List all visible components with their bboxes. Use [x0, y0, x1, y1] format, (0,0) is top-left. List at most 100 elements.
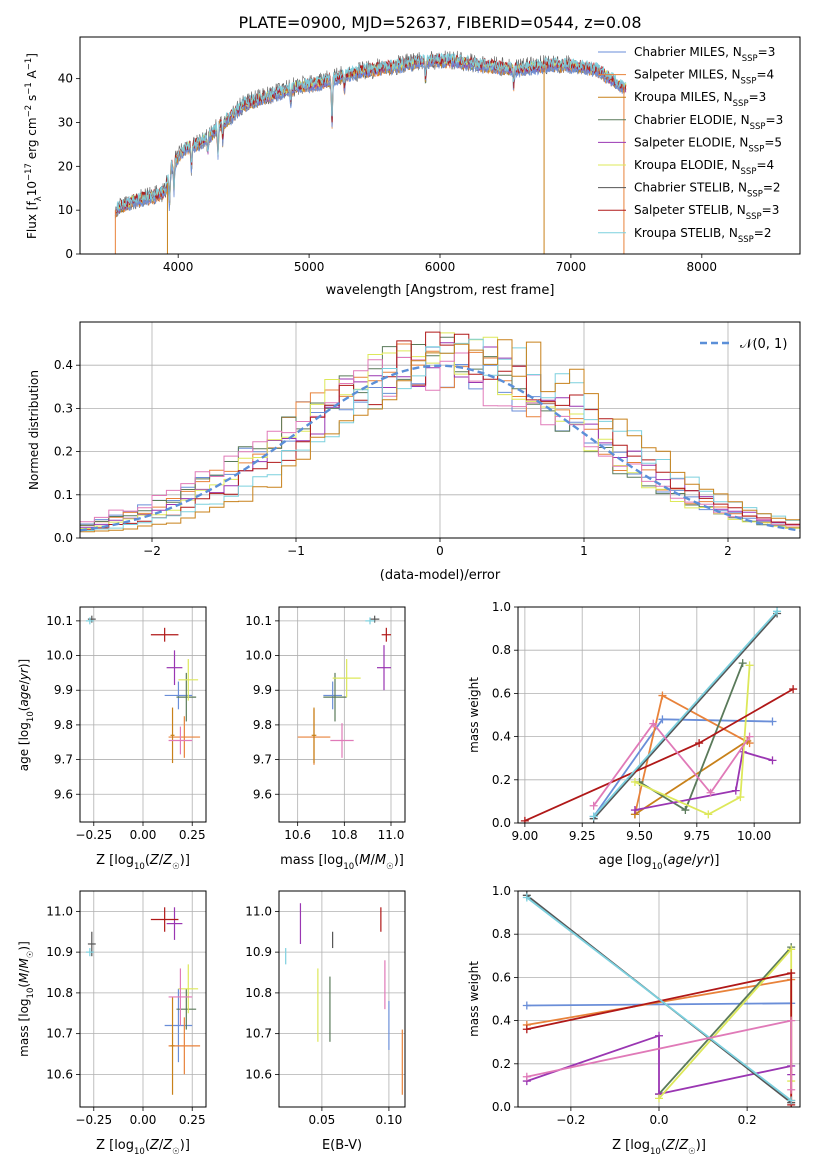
axis-ticks: −0.2 0.0 0.2 0.0 0.2 0.4 0.6 0.8 1.0: [492, 884, 757, 1127]
spectrum-line: [116, 52, 627, 213]
x-tick-label: 0.25: [179, 1113, 206, 1127]
y-tick-label: 10.7: [245, 1027, 272, 1041]
y-tick-label: 0.4: [492, 1014, 511, 1028]
histogram-series: [80, 331, 800, 531]
axes-frame: [79, 321, 801, 539]
series-marker: [630, 806, 639, 815]
age-vs-metallicity-panel: −0.25 0.00 0.25 9.6 9.7 9.8 9.9 10.0 10.1 Z [log1…: [17, 606, 207, 872]
x-tick-label: −2: [143, 544, 161, 558]
residual-histogram-panel: −2 −1 0 1 2 0.0 0.1 0.2 0.3 0.4 𝒩(0, 1) (data-model…: [27, 321, 801, 583]
x-tick-label: 0.00: [130, 1113, 157, 1127]
x-tick-label: 2: [724, 544, 732, 558]
x-tick-label: −0.25: [75, 828, 112, 842]
y-tick-label: 0.4: [492, 730, 511, 744]
mass-weight-vs-age-panel: 9.00 9.25 9.50 9.75 10.00 0.0 0.2 0.4 0.6 0.8 1.0 a…: [467, 600, 801, 872]
y-tick-label: 0.1: [54, 488, 73, 502]
series-line: [592, 722, 751, 807]
y-tick-label: 20: [58, 159, 73, 173]
series-marker: [522, 893, 531, 902]
axes-frame: [278, 890, 406, 1108]
x-tick-label: 0.25: [179, 828, 206, 842]
x-tick-label: 8000: [687, 260, 718, 274]
series-marker: [745, 732, 754, 741]
x-tick-label: 0.05: [309, 1113, 336, 1127]
x-axis-label: age [log10(age/yr)]: [599, 853, 720, 872]
histogram-series: [80, 352, 800, 526]
series-marker: [745, 661, 754, 670]
series-marker: [787, 1096, 796, 1105]
y-tick-label: 0.4: [54, 358, 73, 372]
series-marker: [589, 801, 598, 810]
x-tick-label: 11.0: [378, 828, 405, 842]
y-tick-label: 9.9: [253, 683, 272, 697]
x-tick-label: 0.10: [376, 1113, 403, 1127]
axes-frame: [79, 890, 207, 1108]
grid-lines: [80, 607, 206, 822]
series-marker: [520, 816, 529, 823]
series-marker: [787, 945, 796, 954]
axis-ticks: −0.25 0.00 0.25 10.6 10.7 10.8 10.9 11.0: [46, 904, 205, 1127]
axis-ticks: −0.25 0.00 0.25 9.6 9.7 9.8 9.9 10.0 10.1: [46, 614, 205, 842]
series-line: [658, 946, 792, 1095]
plot-area: [114, 50, 627, 254]
x-tick-label: 0.2: [738, 1113, 757, 1127]
series-line: [526, 896, 792, 1102]
y-tick-label: 10.9: [245, 945, 272, 959]
y-tick-label: 0.8: [492, 927, 511, 941]
series-marker: [787, 1016, 796, 1025]
y-tick-label: 9.8: [54, 718, 73, 732]
plot-area: [285, 903, 403, 1095]
x-axis-label: Z [log10(Z/Z☉)]: [96, 1138, 190, 1157]
axis-ticks: 0.05 0.10 10.6 10.7 10.8 10.9 11.0: [245, 904, 402, 1127]
y-tick-label: 30: [58, 115, 73, 129]
y-axis-label: mass weight: [467, 961, 481, 1037]
series-marker: [522, 1025, 531, 1034]
x-tick-label: −0.2: [556, 1113, 585, 1127]
y-tick-label: 9.6: [54, 787, 73, 801]
series-marker: [773, 607, 782, 616]
y-tick-label: 10.1: [46, 614, 73, 628]
series-line: [593, 610, 778, 818]
series-marker: [522, 1001, 531, 1010]
y-axis-label: Normed distribution: [27, 370, 41, 490]
y-tick-label: 9.7: [253, 753, 272, 767]
histogram-series: [80, 338, 800, 531]
x-axis-label: wavelength [Angstrom, rest frame]: [326, 283, 555, 298]
y-tick-label: 11.0: [245, 904, 272, 918]
y-axis-label: mass weight: [467, 677, 481, 753]
grid-lines: [279, 891, 405, 1107]
legend-label: Chabrier STELIB, NSSP=2: [634, 181, 781, 200]
y-tick-label: 10.6: [245, 1067, 272, 1081]
series-line: [634, 750, 773, 811]
legend-label: Kroupa MILES, NSSP=3: [634, 90, 766, 109]
x-tick-label: 10.00: [737, 829, 771, 843]
y-tick-label: 9.8: [253, 718, 272, 732]
y-tick-label: 0.2: [54, 445, 73, 459]
x-tick-label: 9.75: [683, 829, 710, 843]
x-tick-label: 9.00: [512, 829, 539, 843]
x-tick-label: 5000: [294, 260, 325, 274]
series-marker: [658, 715, 667, 724]
y-axis-label: age [log10(age/yr)]: [17, 659, 36, 772]
y-tick-label: 0.2: [492, 773, 511, 787]
y-tick-label: 10.7: [46, 1027, 73, 1041]
series-line: [593, 612, 778, 820]
series-marker: [706, 788, 715, 797]
series-line: [634, 665, 751, 816]
x-tick-label: 7000: [556, 260, 587, 274]
axes-frame: [517, 606, 801, 824]
axis-ticks: −2 −1 0 1 2 0.0 0.1 0.2 0.3 0.4: [54, 358, 732, 558]
y-tick-label: 0.0: [492, 1100, 511, 1114]
plot-area: [80, 331, 800, 533]
axes-frame: [79, 606, 207, 823]
y-tick-label: 9.6: [253, 787, 272, 801]
y-tick-label: 10.8: [245, 986, 272, 1000]
axes-frame: [517, 890, 801, 1108]
series-marker: [589, 812, 598, 821]
axis-ticks: 4000 5000 6000 7000 8000 0 10 20 30 40: [58, 72, 717, 274]
y-tick-label: 11.0: [46, 904, 73, 918]
axis-ticks: 10.6 10.8 11.0 9.6 9.7 9.8 9.9 10.0 10.1: [245, 614, 404, 842]
y-tick-label: 10.9: [46, 945, 73, 959]
x-tick-label: 0: [436, 544, 444, 558]
